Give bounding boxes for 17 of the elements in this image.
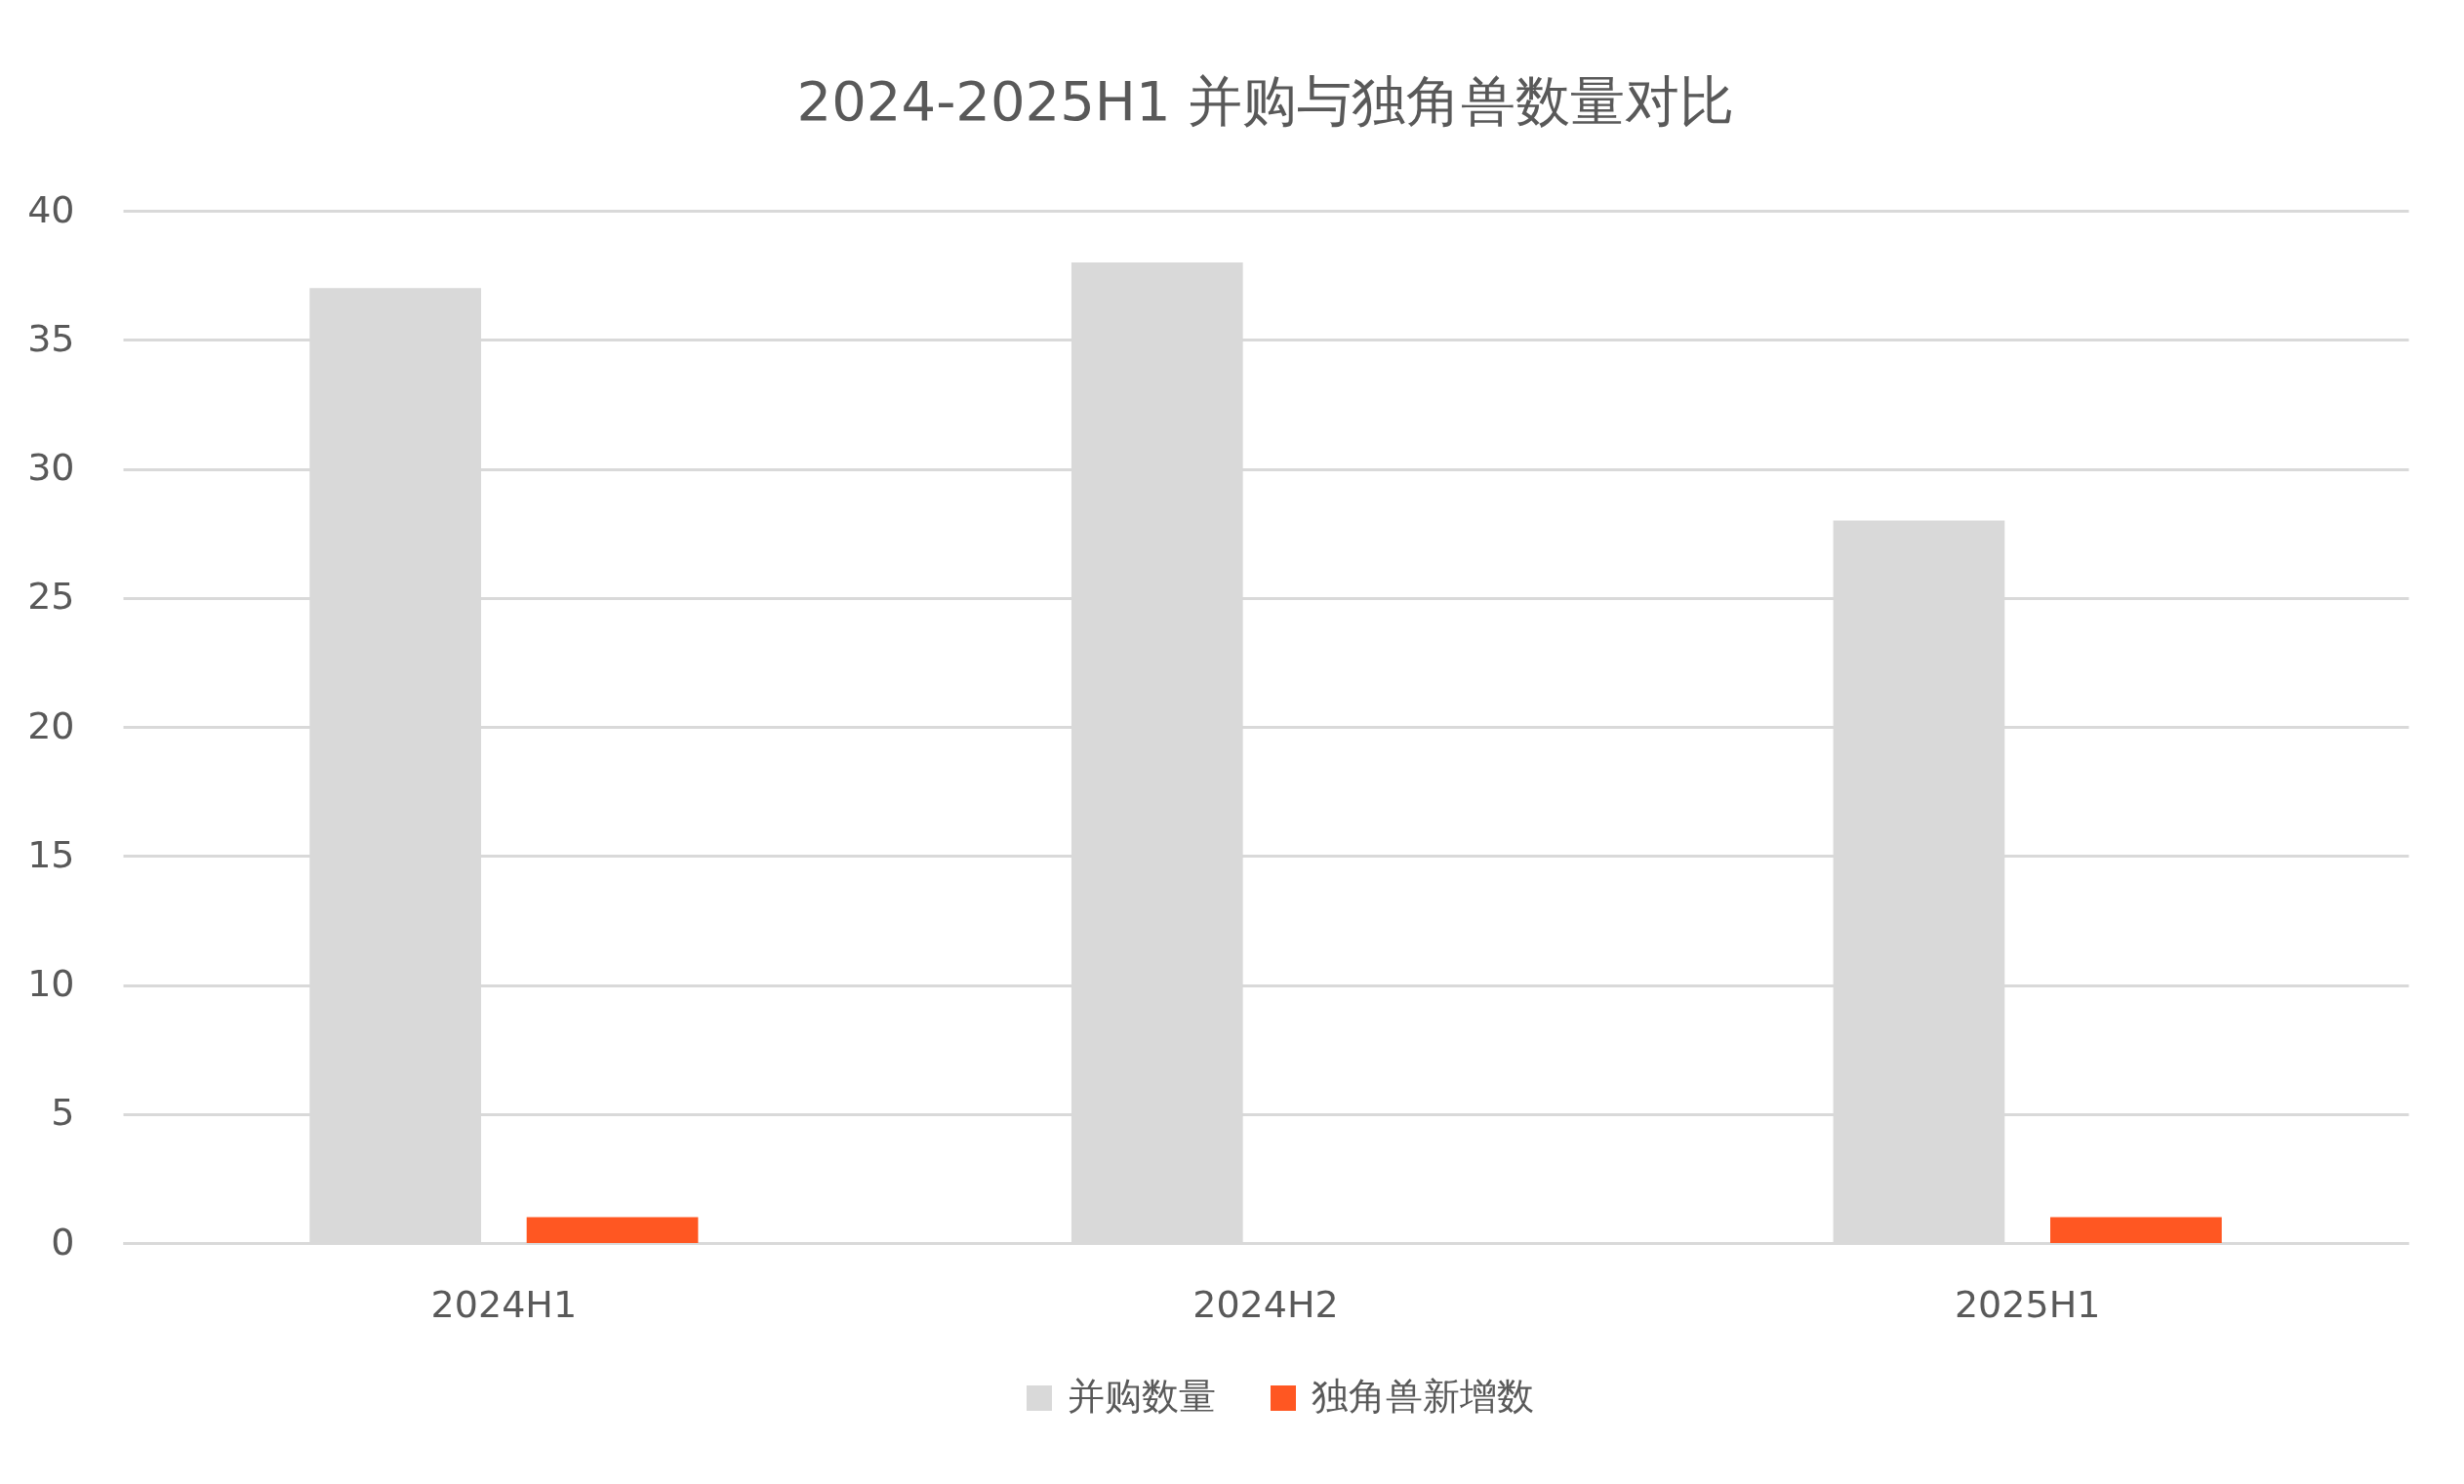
y-tick-label: 0 bbox=[51, 1220, 75, 1263]
x-tick-label: 2024H1 bbox=[430, 1282, 578, 1326]
chart-title: 2024-2025H1 并购与独角兽数量对比 bbox=[796, 69, 1735, 133]
y-tick-label: 35 bbox=[27, 316, 75, 360]
y-tick-label: 30 bbox=[27, 446, 75, 489]
y-tick-label: 40 bbox=[27, 187, 75, 231]
x-tick-label: 2024H2 bbox=[1192, 1282, 1339, 1326]
y-tick-label: 10 bbox=[27, 962, 75, 1005]
legend-label: 独角兽新增数 bbox=[1312, 1375, 1534, 1418]
x-tick-label: 2025H1 bbox=[1954, 1282, 2101, 1326]
y-tick-label: 20 bbox=[27, 703, 75, 747]
y-tick-label: 5 bbox=[51, 1091, 75, 1135]
bar bbox=[526, 1217, 699, 1243]
bar bbox=[2050, 1217, 2222, 1243]
y-tick-label: 25 bbox=[27, 575, 75, 619]
y-tick-label: 15 bbox=[27, 832, 75, 876]
legend-label: 并购数量 bbox=[1068, 1375, 1216, 1418]
